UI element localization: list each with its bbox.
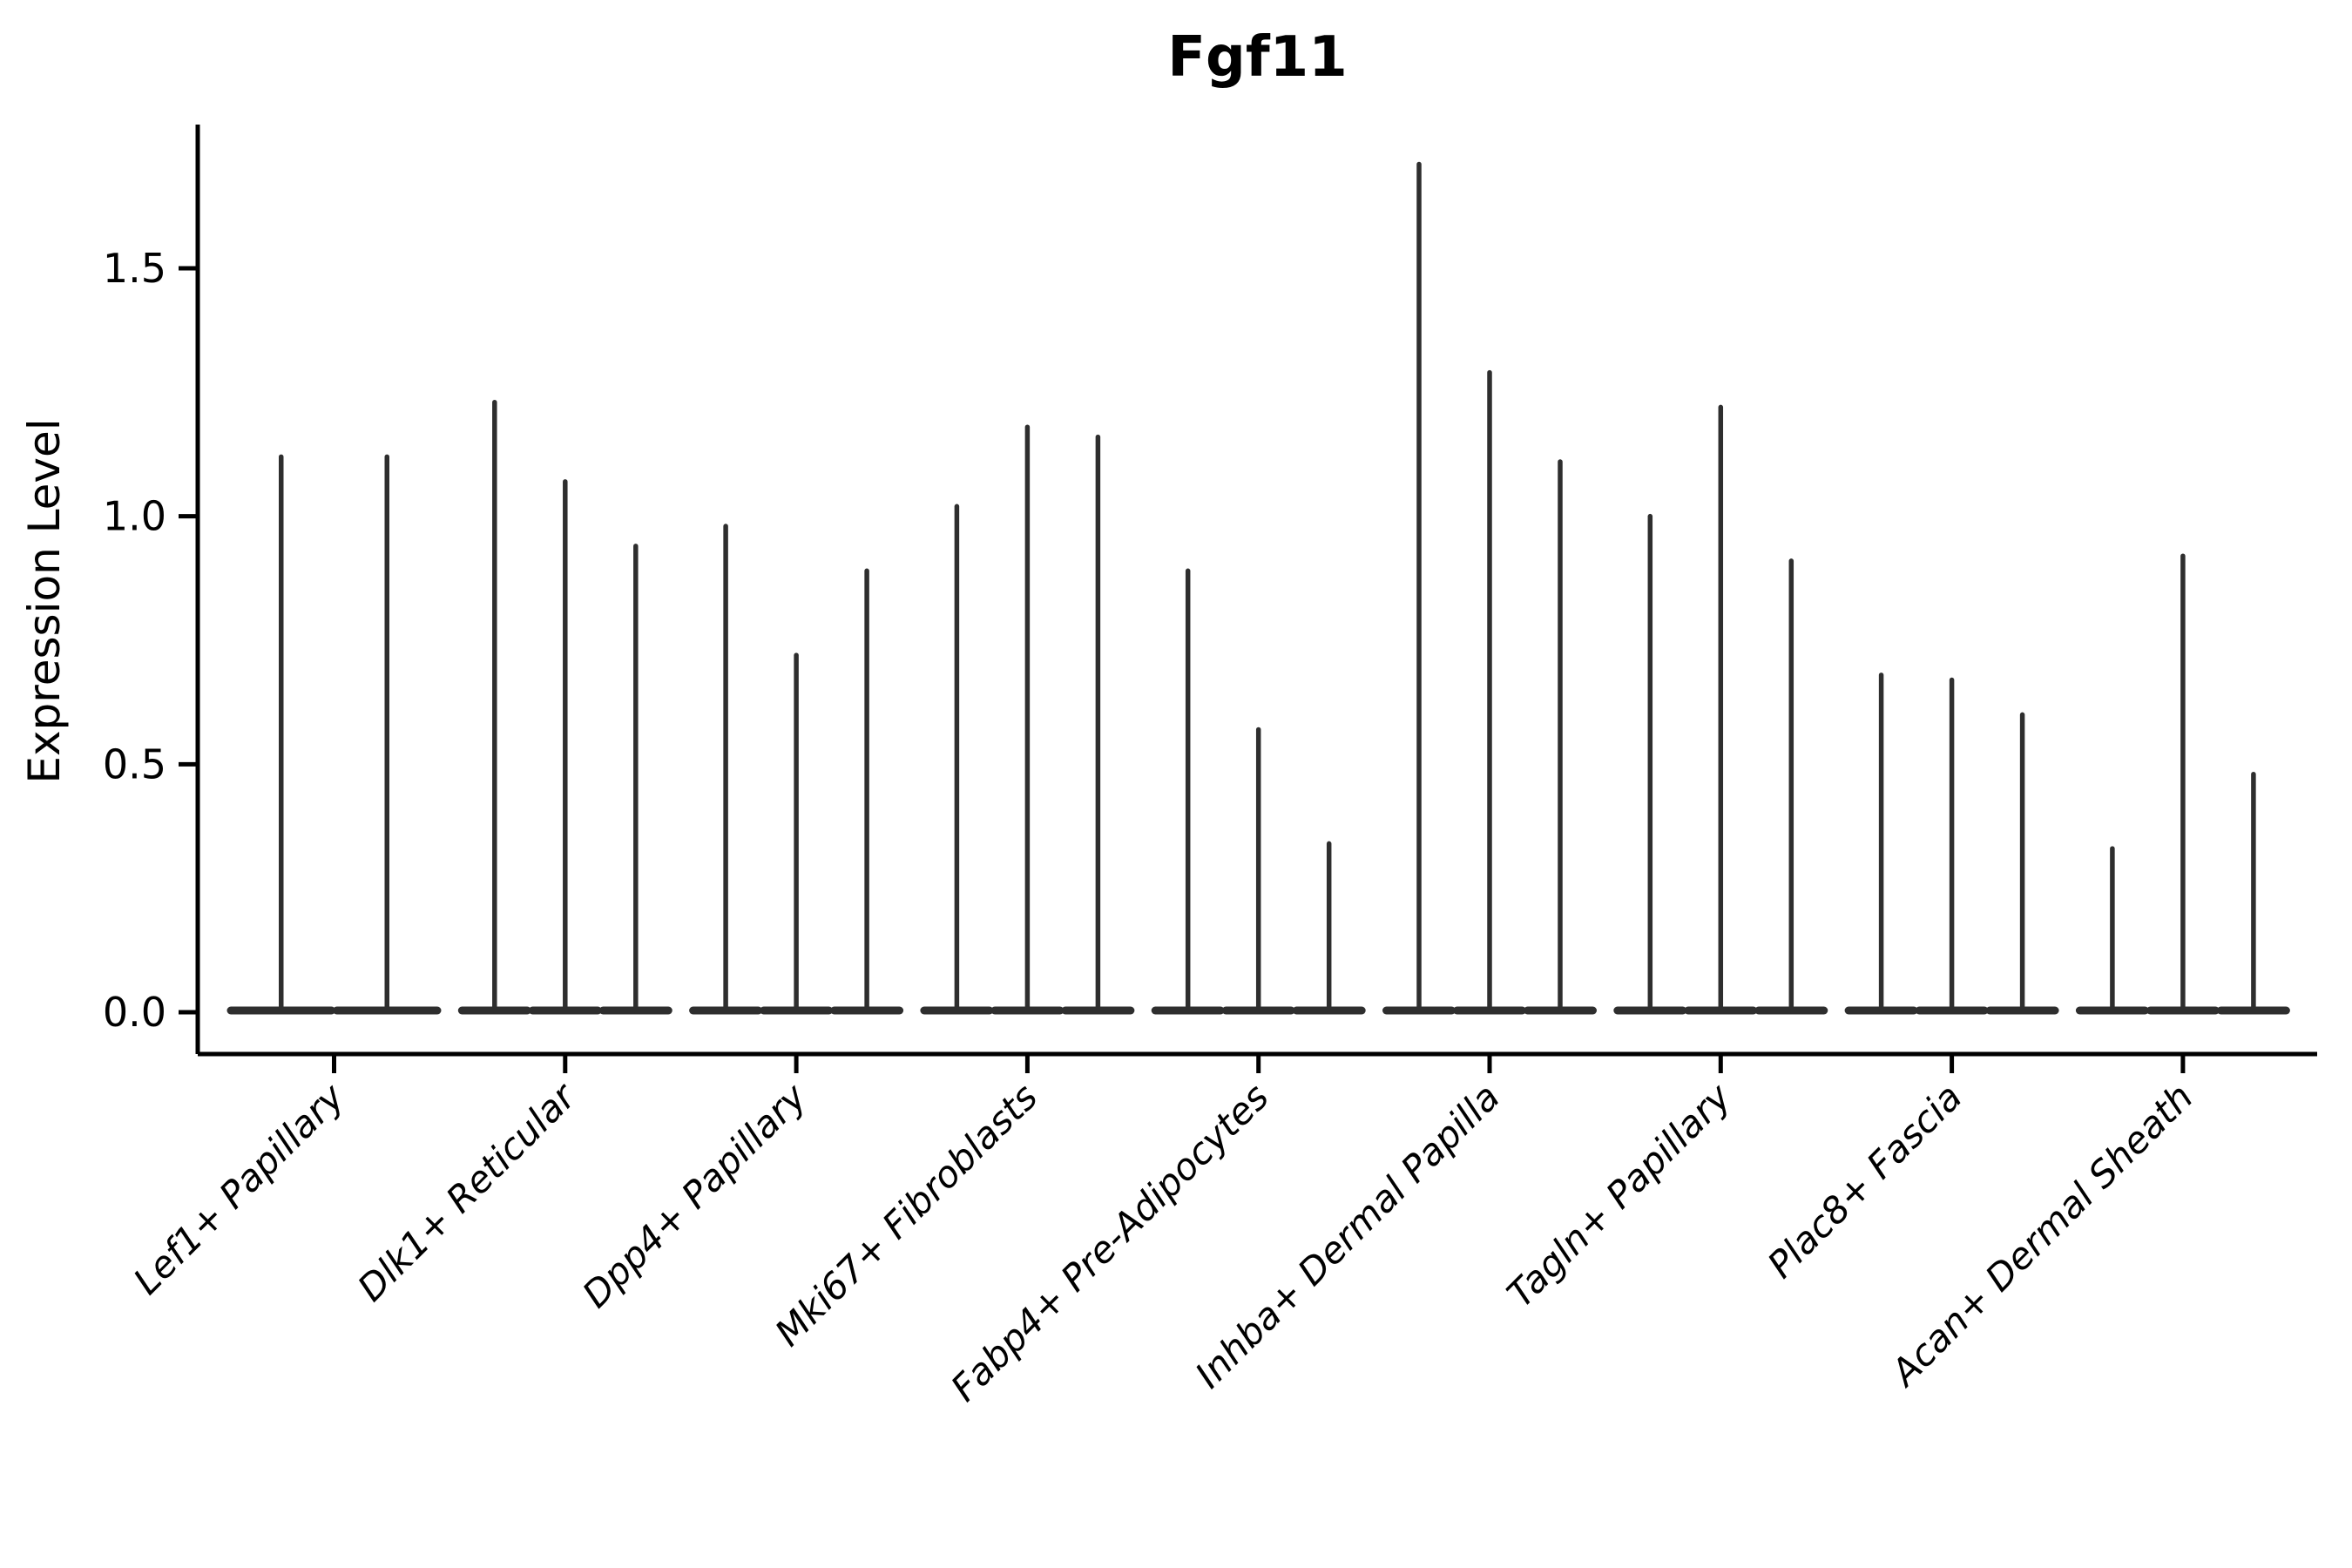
x-tick-label: Plac8+ Fascia: [1760, 1075, 1970, 1286]
x-tick-label: Lef1+ Papillary: [125, 1075, 354, 1303]
y-tick-label: 0.0: [103, 989, 166, 1036]
x-tick-label: Mki67+ Fibroblasts: [767, 1075, 1045, 1354]
y-tick-label: 1.5: [103, 245, 166, 292]
x-tick-label: Tagln+ Papillary: [1499, 1075, 1740, 1316]
x-tick-label: Dpp4+ Papillary: [574, 1075, 815, 1316]
chart-title: Fgf11: [1167, 25, 1348, 90]
y-tick-label: 0.5: [103, 740, 166, 787]
x-tick-label: Dlk1+ Reticular: [349, 1073, 585, 1309]
y-tick-label: 1.0: [103, 493, 166, 540]
